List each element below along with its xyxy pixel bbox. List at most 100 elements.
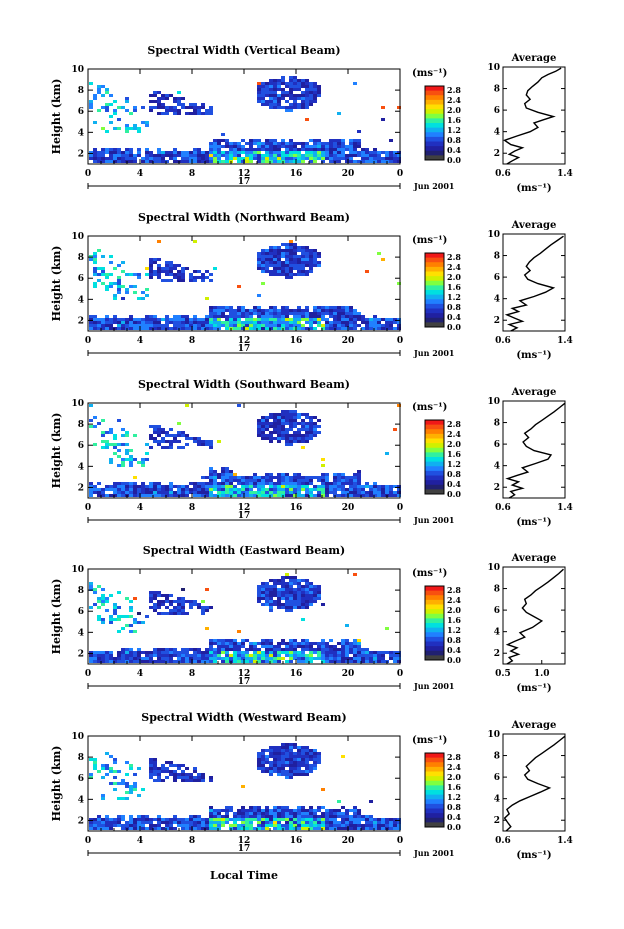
heat-cell — [329, 321, 333, 324]
heat-cell — [237, 818, 241, 821]
heat-cell — [305, 85, 309, 88]
heat-cell — [133, 324, 137, 327]
heat-cell — [133, 621, 137, 624]
heat-cell — [157, 600, 161, 603]
heat-cell — [217, 488, 221, 491]
heat-cell — [237, 306, 241, 309]
heat-cell — [269, 818, 273, 821]
heat-cell — [289, 767, 293, 770]
heat-cell — [321, 788, 325, 791]
heat-cell — [313, 100, 317, 103]
heat-cell — [181, 151, 185, 154]
heat-cell — [305, 88, 309, 91]
heat-cell — [89, 488, 93, 491]
heat-cell — [325, 824, 329, 827]
heat-cell — [257, 91, 261, 94]
heat-cell — [313, 591, 317, 594]
heat-cell — [285, 812, 289, 815]
heat-cell — [225, 657, 229, 660]
heat-cell — [213, 321, 217, 324]
heat-cell — [313, 416, 317, 419]
heat-cell — [129, 654, 133, 657]
heat-cell — [341, 806, 345, 809]
heat-cell — [133, 321, 137, 324]
heat-cell — [257, 482, 261, 485]
heat-cell — [113, 294, 117, 297]
heat-cell — [233, 309, 237, 312]
heat-cell — [165, 273, 169, 276]
heat-cell — [125, 434, 129, 437]
heat-cell — [285, 758, 289, 761]
heat-cell — [381, 651, 385, 654]
heat-cell — [273, 145, 277, 148]
heat-cell — [149, 821, 153, 824]
heat-cell — [265, 82, 269, 85]
heat-cell — [189, 488, 193, 491]
heat-cell — [269, 767, 273, 770]
heat-cell — [317, 818, 321, 821]
heat-cell — [285, 416, 289, 419]
y-tick-label: 2 — [78, 316, 84, 326]
colorbar-tick-label: 0.8 — [447, 635, 461, 645]
heat-cell — [313, 261, 317, 264]
heat-cell — [269, 321, 273, 324]
heat-cell — [145, 273, 149, 276]
heat-cell — [373, 494, 377, 497]
heat-cell — [113, 618, 117, 621]
heat-cell — [285, 603, 289, 606]
heat-cell — [225, 315, 229, 318]
heat-cell — [225, 639, 229, 642]
heat-cell — [193, 103, 197, 106]
heat-cell — [221, 815, 225, 818]
heat-cell — [261, 145, 265, 148]
heat-cell — [181, 827, 185, 830]
heat-cell — [89, 657, 93, 660]
heat-cell — [261, 103, 265, 106]
heat-cell — [377, 818, 381, 821]
heat-cell — [273, 749, 277, 752]
heat-cell — [149, 591, 153, 594]
heat-cell — [261, 249, 265, 252]
heat-cell — [377, 151, 381, 154]
heat-cell — [205, 648, 209, 651]
heat-cell — [257, 315, 261, 318]
heat-cell — [345, 488, 349, 491]
heat-cell — [385, 651, 389, 654]
heat-cell — [265, 94, 269, 97]
heat-cell — [197, 106, 201, 109]
heat-cell — [129, 154, 133, 157]
heat-cell — [305, 94, 309, 97]
x-tick-label: 12 — [238, 336, 251, 346]
heat-cell — [117, 291, 121, 294]
heat-cell — [141, 160, 145, 163]
heat-cell — [321, 142, 325, 145]
heat-cell — [261, 812, 265, 815]
heat-cell — [293, 157, 297, 160]
heat-cell — [241, 642, 245, 645]
heat-cell — [241, 312, 245, 315]
profile-y-tick-label: 2 — [494, 149, 500, 159]
heat-cell — [289, 252, 293, 255]
heat-cell — [253, 327, 257, 330]
heat-cell — [329, 142, 333, 145]
heat-cell — [349, 824, 353, 827]
heat-cell — [301, 258, 305, 261]
heat-cell — [173, 609, 177, 612]
heat-cell — [105, 660, 109, 663]
heat-cell — [321, 639, 325, 642]
heat-cell — [197, 482, 201, 485]
heat-cell — [141, 660, 145, 663]
panel-title: Spectral Width (Northward Beam) — [138, 211, 350, 224]
heat-cell — [297, 324, 301, 327]
heat-cell — [237, 312, 241, 315]
heat-cell — [305, 416, 309, 419]
heat-cell — [173, 315, 177, 318]
colorbar-swatch — [425, 271, 444, 277]
heat-cell — [157, 440, 161, 443]
heat-cell — [277, 252, 281, 255]
heat-cell — [313, 306, 317, 309]
heat-cell — [177, 100, 181, 103]
heat-cell — [269, 609, 273, 612]
heat-cell — [301, 600, 305, 603]
heat-cell — [197, 440, 201, 443]
